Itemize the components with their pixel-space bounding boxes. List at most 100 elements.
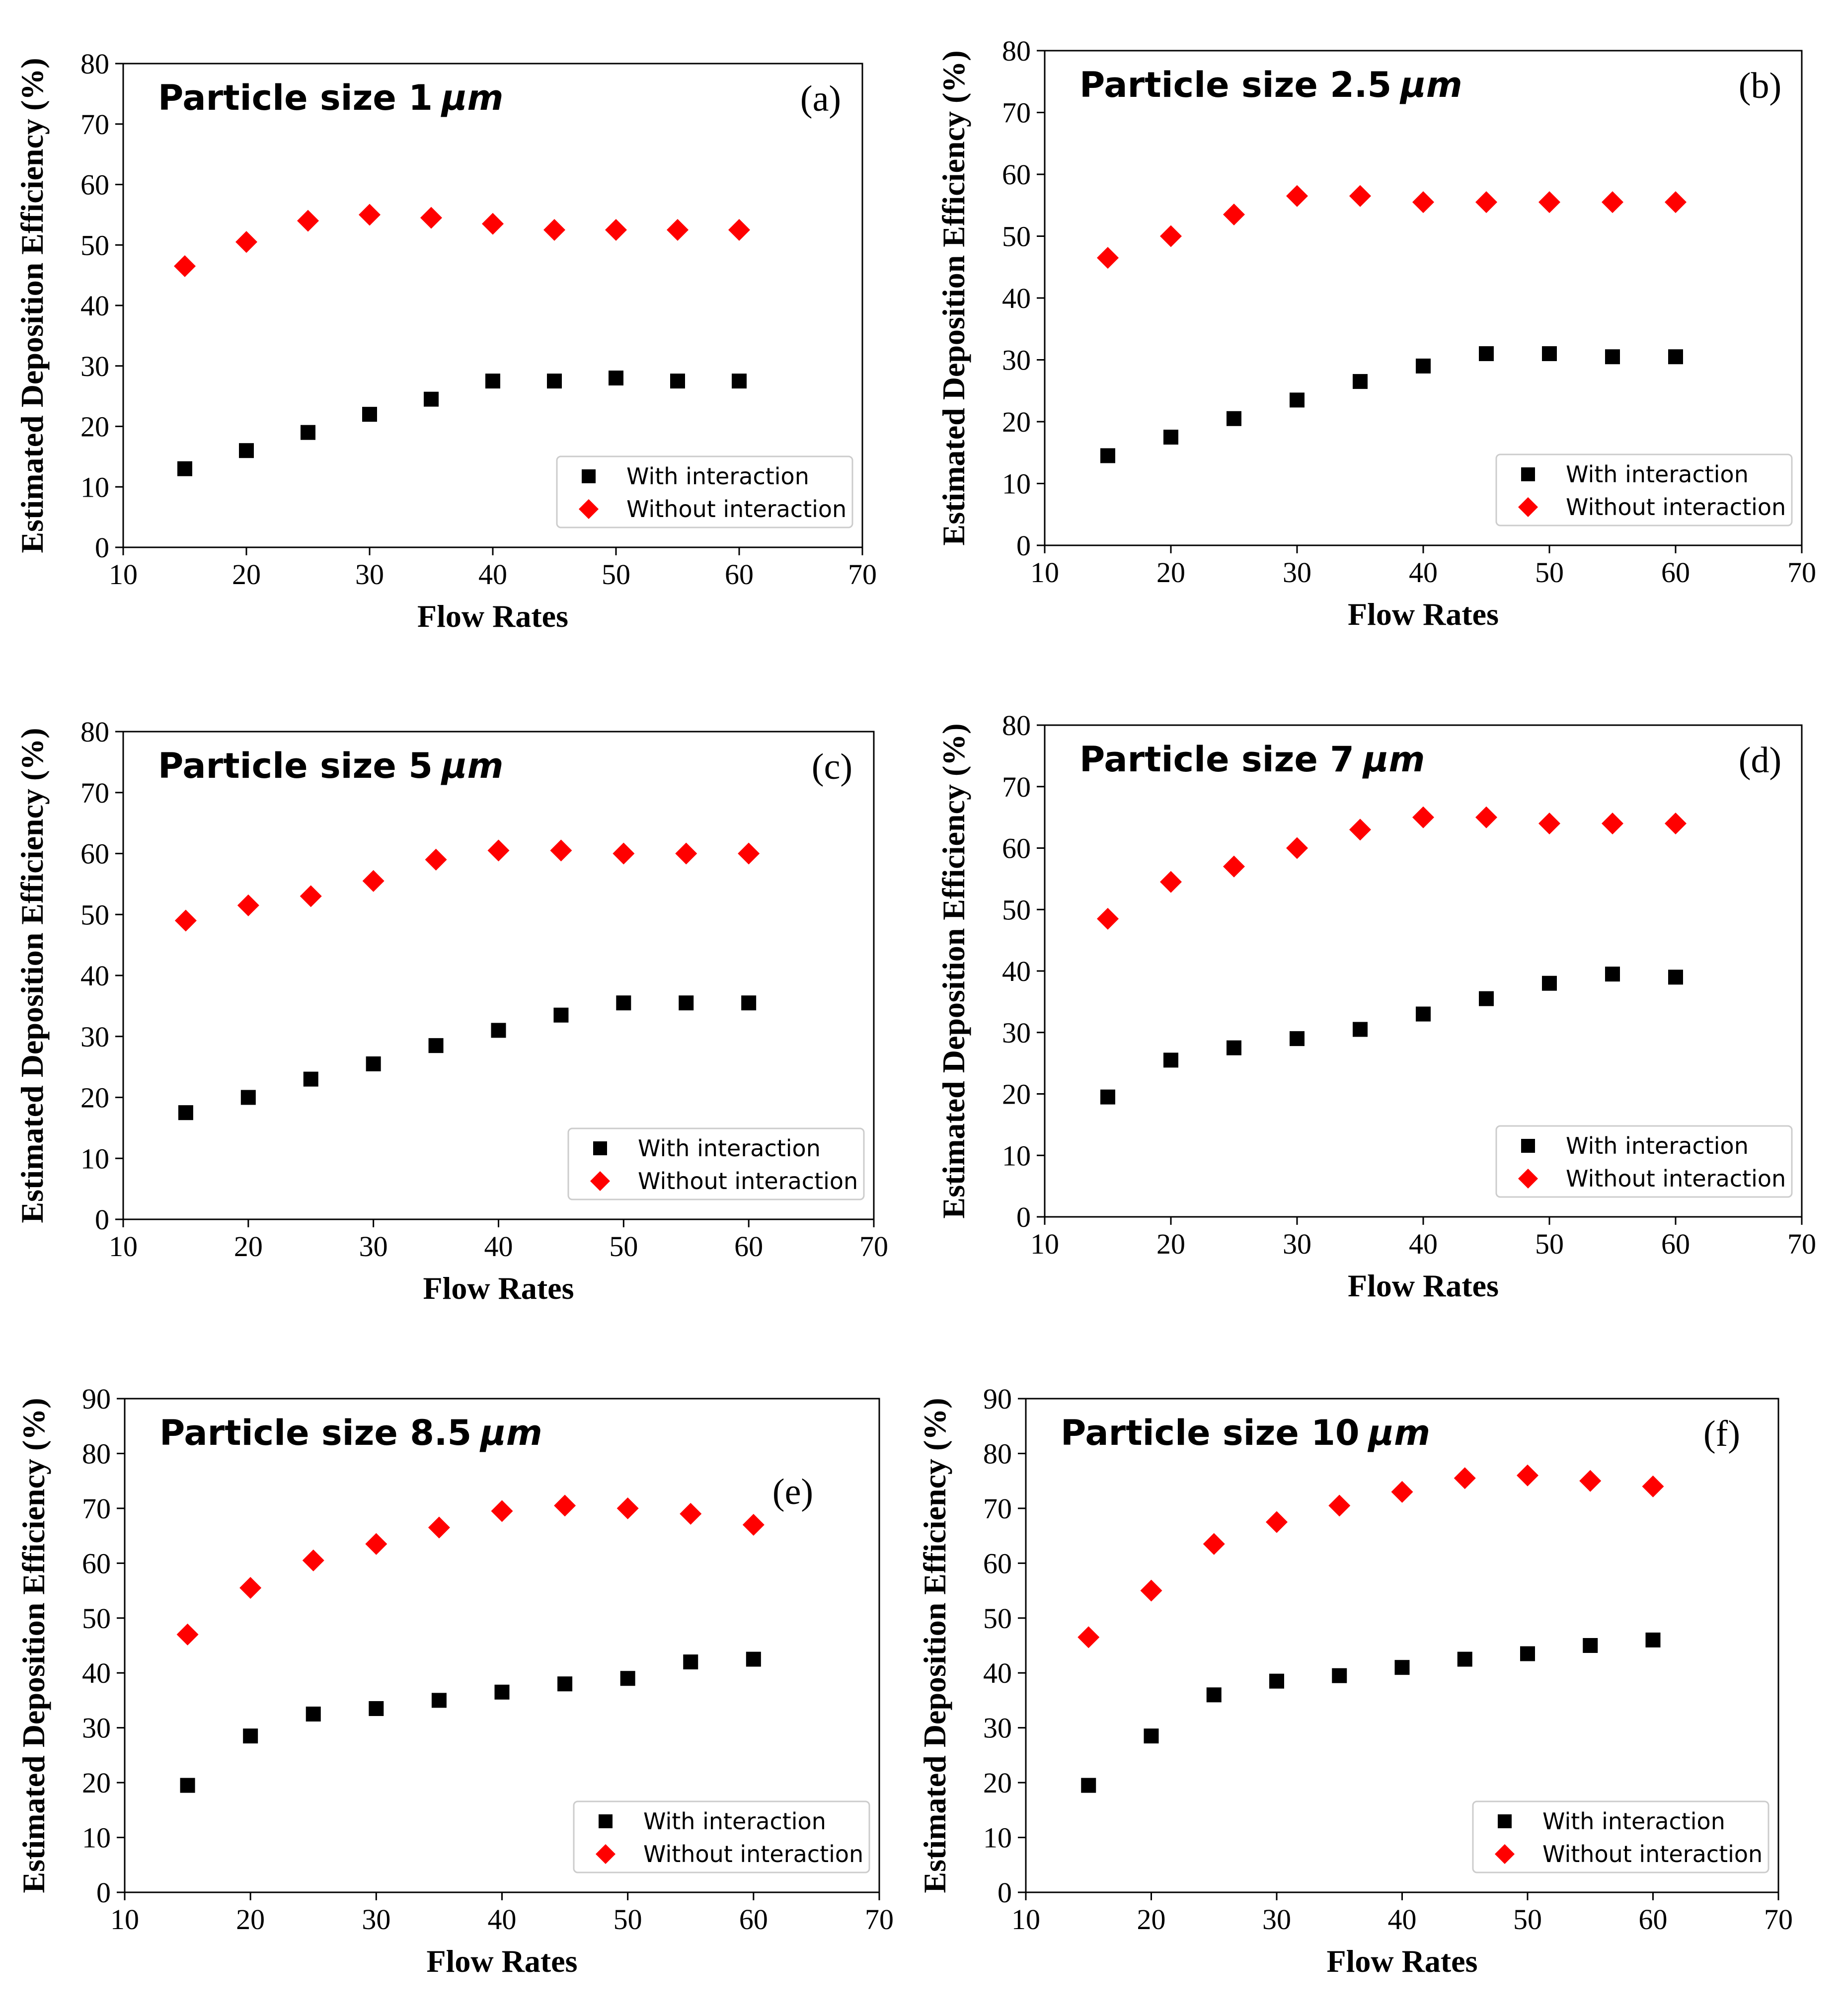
point-without-interaction	[1223, 203, 1245, 225]
y-tick-label: 50	[983, 1602, 1012, 1635]
point-with-interaction	[301, 425, 315, 440]
point-with-interaction	[1520, 1646, 1535, 1661]
point-without-interaction	[1665, 813, 1687, 834]
panel-tag: (c)	[812, 747, 852, 787]
y-tick-label: 20	[1002, 1078, 1031, 1111]
x-tick-label: 40	[1409, 1228, 1438, 1260]
x-tick-label: 70	[1764, 1903, 1793, 1936]
point-with-interaction	[732, 373, 747, 389]
y-tick-label: 90	[82, 1383, 111, 1415]
point-with-interaction	[369, 1701, 384, 1717]
legend-marker-diamond	[1518, 1169, 1538, 1189]
point-with-interaction	[1163, 430, 1178, 445]
x-tick-label: 60	[725, 558, 754, 591]
x-tick-label: 30	[359, 1230, 388, 1263]
x-tick-label: 70	[865, 1903, 894, 1936]
point-without-interaction	[297, 210, 319, 232]
title-size: 5	[408, 746, 433, 786]
point-with-interaction	[180, 1778, 195, 1793]
legend-label: With interaction	[626, 463, 809, 490]
point-with-interaction	[553, 1007, 569, 1023]
y-tick-label: 0	[1016, 1201, 1031, 1233]
x-tick-label: 20	[234, 1230, 263, 1263]
title-prefix: Particle size	[1061, 1413, 1311, 1453]
legend-box	[1495, 1125, 1793, 1198]
x-tick-label: 60	[734, 1230, 763, 1263]
x-tick-label: 50	[614, 1903, 642, 1936]
point-with-interaction	[1668, 349, 1683, 365]
legend-label: Without interaction	[643, 1841, 863, 1867]
point-with-interaction	[1353, 1022, 1368, 1037]
legend: With interaction Without interaction	[556, 455, 853, 528]
title-prefix: Particle size	[1079, 65, 1330, 105]
point-without-interaction	[1412, 191, 1434, 214]
y-tick-label: 30	[1002, 1017, 1031, 1049]
legend: With interaction Without interaction	[1495, 1125, 1793, 1198]
x-tick-label: 30	[1283, 1228, 1311, 1260]
x-tick-label: 40	[478, 558, 507, 591]
x-tick-label: 10	[1011, 1903, 1040, 1936]
x-axis-title: Flow Rates	[1348, 1268, 1499, 1303]
point-without-interaction	[667, 219, 689, 241]
point-with-interaction	[1645, 1632, 1661, 1647]
point-without-interaction	[174, 255, 196, 277]
point-without-interaction	[543, 219, 565, 241]
point-without-interaction	[428, 1516, 450, 1539]
y-tick-label: 20	[1002, 406, 1031, 438]
point-without-interaction	[1286, 837, 1308, 859]
point-without-interaction	[235, 231, 257, 253]
point-with-interaction	[428, 1038, 444, 1053]
y-tick-label: 40	[80, 290, 109, 322]
y-tick-label: 20	[82, 1767, 111, 1799]
point-without-interaction	[302, 1549, 324, 1571]
title-unit: μm	[1368, 1413, 1430, 1453]
y-tick-label: 70	[82, 1493, 111, 1525]
legend-marker-diamond	[1518, 497, 1538, 517]
panel-tag: (a)	[800, 78, 841, 119]
y-tick-label: 30	[82, 1712, 111, 1744]
x-axis-title: Flow Rates	[423, 1270, 574, 1306]
point-with-interaction	[177, 461, 192, 476]
y-tick-label: 30	[983, 1712, 1012, 1744]
panel-title: Particle size 2.5 μm	[1079, 65, 1462, 105]
x-tick-label: 10	[1030, 556, 1059, 589]
point-without-interaction	[1602, 191, 1623, 214]
point-with-interaction	[494, 1684, 510, 1700]
panel-title: Particle size 8.5 μm	[159, 1413, 542, 1453]
point-with-interaction	[1163, 1052, 1178, 1068]
legend-box	[567, 1127, 865, 1200]
x-tick-label: 40	[1409, 556, 1438, 589]
legend-marker-diamond	[1495, 1844, 1515, 1864]
point-without-interaction	[1140, 1579, 1162, 1602]
y-tick-label: 20	[80, 411, 109, 443]
x-tick-label: 60	[739, 1903, 768, 1936]
point-with-interaction	[1416, 1006, 1431, 1022]
y-tick-label: 80	[80, 48, 109, 80]
x-tick-label: 10	[109, 558, 138, 591]
point-with-interaction	[243, 1728, 258, 1744]
legend-label: Without interaction	[626, 496, 846, 523]
x-tick-label: 30	[362, 1903, 390, 1936]
point-without-interaction	[613, 842, 635, 865]
y-tick-label: 60	[80, 838, 109, 870]
x-axis-title: Flow Rates	[1348, 597, 1499, 632]
y-tick-label: 0	[95, 1203, 109, 1236]
x-tick-label: 70	[1787, 556, 1816, 589]
point-without-interaction	[1538, 813, 1560, 834]
x-tick-label: 20	[1156, 556, 1185, 589]
y-tick-label: 40	[1002, 955, 1031, 987]
point-with-interaction	[1583, 1638, 1598, 1653]
point-without-interaction	[616, 1497, 639, 1519]
y-tick-label: 10	[1002, 1139, 1031, 1172]
point-without-interaction	[728, 219, 750, 241]
legend-marker-square	[593, 1141, 607, 1155]
point-without-interaction	[1579, 1470, 1602, 1492]
point-without-interaction	[1160, 871, 1182, 893]
point-without-interaction	[365, 1533, 387, 1555]
legend-box	[556, 455, 853, 528]
